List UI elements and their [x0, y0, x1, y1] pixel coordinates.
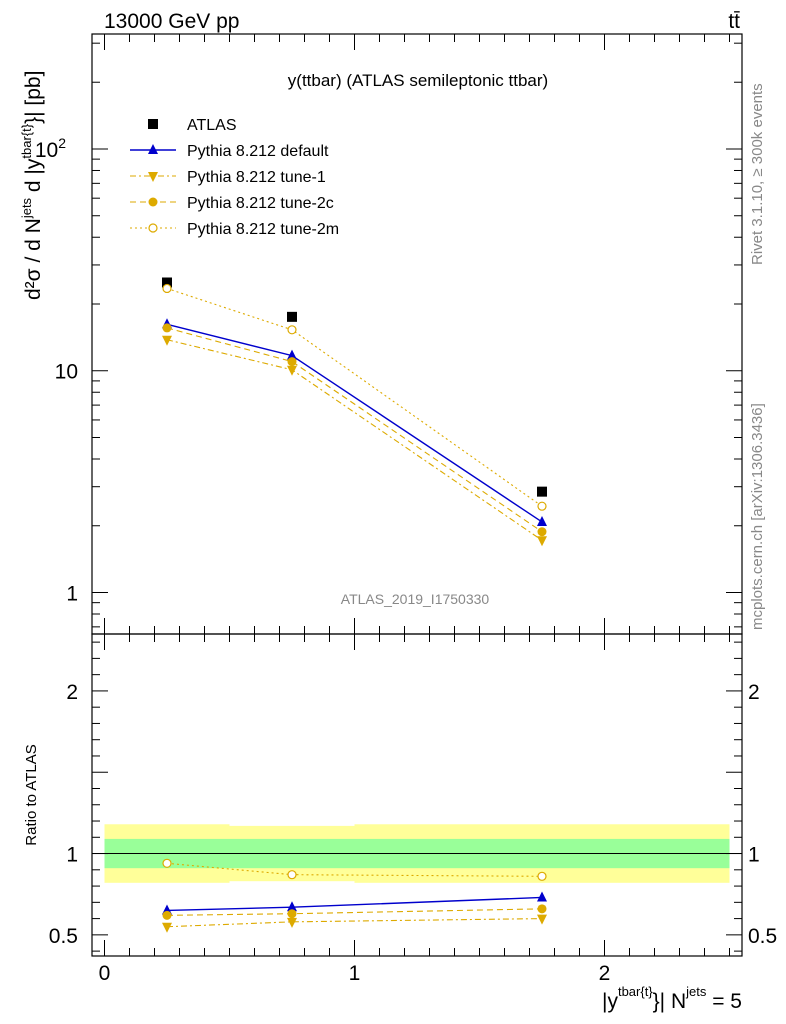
ratio-y-tick-label-left: 2: [66, 681, 78, 704]
main-point-pythia-8-212-tune-2m: [537, 501, 547, 511]
ratio-point-pythia-8-212-tune-1: [287, 917, 297, 928]
legend-label-pythia-8-212-default: Pythia 8.212 default: [187, 143, 329, 160]
x-tick-label: 0: [99, 962, 111, 985]
ratio-point-pythia-8-212-tune-1: [537, 914, 547, 925]
main-y-axis-label: d²σ / d Njets d |ytbar{t}}| [pb]: [19, 71, 45, 300]
main-point-pythia-8-212-tune-1: [162, 335, 172, 346]
ratio-point-pythia-8-212-default: [537, 891, 547, 902]
main-point-pythia-8-212-default: [287, 349, 297, 360]
y-tick-exponent: 2: [58, 135, 66, 151]
legend-marker-atlas: [148, 119, 158, 129]
ratio-point-pythia-8-212-tune-2c: [287, 909, 297, 919]
mcplots-citation-text: mcplots.cern.ch [arXiv:1306.3436]: [749, 403, 766, 630]
legend-marker-pythia-8-212-tune-2m: [148, 223, 158, 233]
ratio-point-pythia-8-212-tune-2c: [162, 910, 172, 920]
x-tick-label: 1: [349, 962, 361, 985]
main-point-pythia-8-212-tune-1: [287, 365, 297, 376]
legend-marker-pythia-8-212-tune-1: [148, 172, 158, 182]
ratio-y-tick-label-left: 0.5: [49, 925, 78, 948]
ratio-panel-frame: [91, 633, 743, 957]
main-line-pythia-8-212-default: [166, 323, 543, 523]
main-point-pythia-8-212-default: [537, 515, 547, 526]
main-point-pythia-8-212-tune-2m: [287, 325, 297, 335]
ratio-y-tick-label-left: 1: [66, 844, 78, 867]
main-point-pythia-8-212-tune-2c: [287, 357, 297, 367]
main-point-pythia-8-212-tune-2m: [162, 283, 172, 294]
legend-marker-pythia-8-212-tune-2c: [148, 197, 158, 207]
legend-label-pythia-8-212-tune-1: Pythia 8.212 tune-1: [187, 169, 326, 186]
chart-title: y(ttbar) (ATLAS semileptonic ttbar): [288, 71, 548, 90]
main-point-atlas: [537, 486, 547, 497]
legend-marker-pythia-8-212-default: [148, 144, 158, 154]
ratio-y-tick-label-right: 0.5: [748, 925, 777, 948]
main-point-atlas: [287, 311, 297, 322]
analysis-watermark: ATLAS_2019_I1750330: [341, 591, 490, 607]
main-point-pythia-8-212-tune-2c: [162, 323, 172, 333]
legend-label-atlas: ATLAS: [187, 117, 237, 134]
ratio-line-pythia-8-212-tune-2c: [166, 908, 543, 916]
main-point-atlas: [162, 277, 172, 288]
ratio-y-axis-label: Ratio to ATLAS: [23, 744, 40, 845]
x-axis-label: |ytbar{t}}| Njets = 5: [602, 984, 742, 1013]
rivet-version-text: Rivet 3.1.10, ≥ 300k events: [749, 83, 766, 265]
ratio-y-tick-label-right: 1: [748, 844, 760, 867]
ratio-line-pythia-8-212-default: [166, 896, 543, 912]
legend-label-pythia-8-212-tune-2m: Pythia 8.212 tune-2m: [187, 221, 339, 238]
main-y-tick-label: 10: [55, 361, 78, 384]
ratio-point-pythia-8-212-tune-2c: [537, 904, 547, 914]
ratio-point-pythia-8-212-tune-1: [162, 922, 172, 933]
main-line-pythia-8-212-tune-1: [166, 339, 543, 541]
ratio-point-pythia-8-212-tune-2m: [287, 870, 297, 880]
header-energy: 13000 GeV pp: [104, 10, 239, 33]
ratio-point-pythia-8-212-default: [287, 901, 297, 912]
ratio-point-pythia-8-212-tune-2m: [537, 871, 547, 881]
ratio-point-pythia-8-212-tune-2m: [162, 858, 172, 868]
main-y-tick-label: 102: [35, 135, 66, 162]
legend-label-pythia-8-212-tune-2c: Pythia 8.212 tune-2c: [187, 195, 334, 212]
main-line-pythia-8-212-tune-2c: [166, 327, 543, 533]
ratio-y-tick-label-right: 2: [748, 681, 760, 704]
main-point-pythia-8-212-tune-1: [537, 536, 547, 547]
x-tick-label: 2: [599, 962, 611, 985]
ratio-line-pythia-8-212-tune-1: [166, 918, 543, 928]
main-y-tick-label: 1: [66, 583, 78, 606]
header-process: tt̄: [728, 10, 740, 33]
main-point-pythia-8-212-tune-2c: [537, 527, 547, 537]
